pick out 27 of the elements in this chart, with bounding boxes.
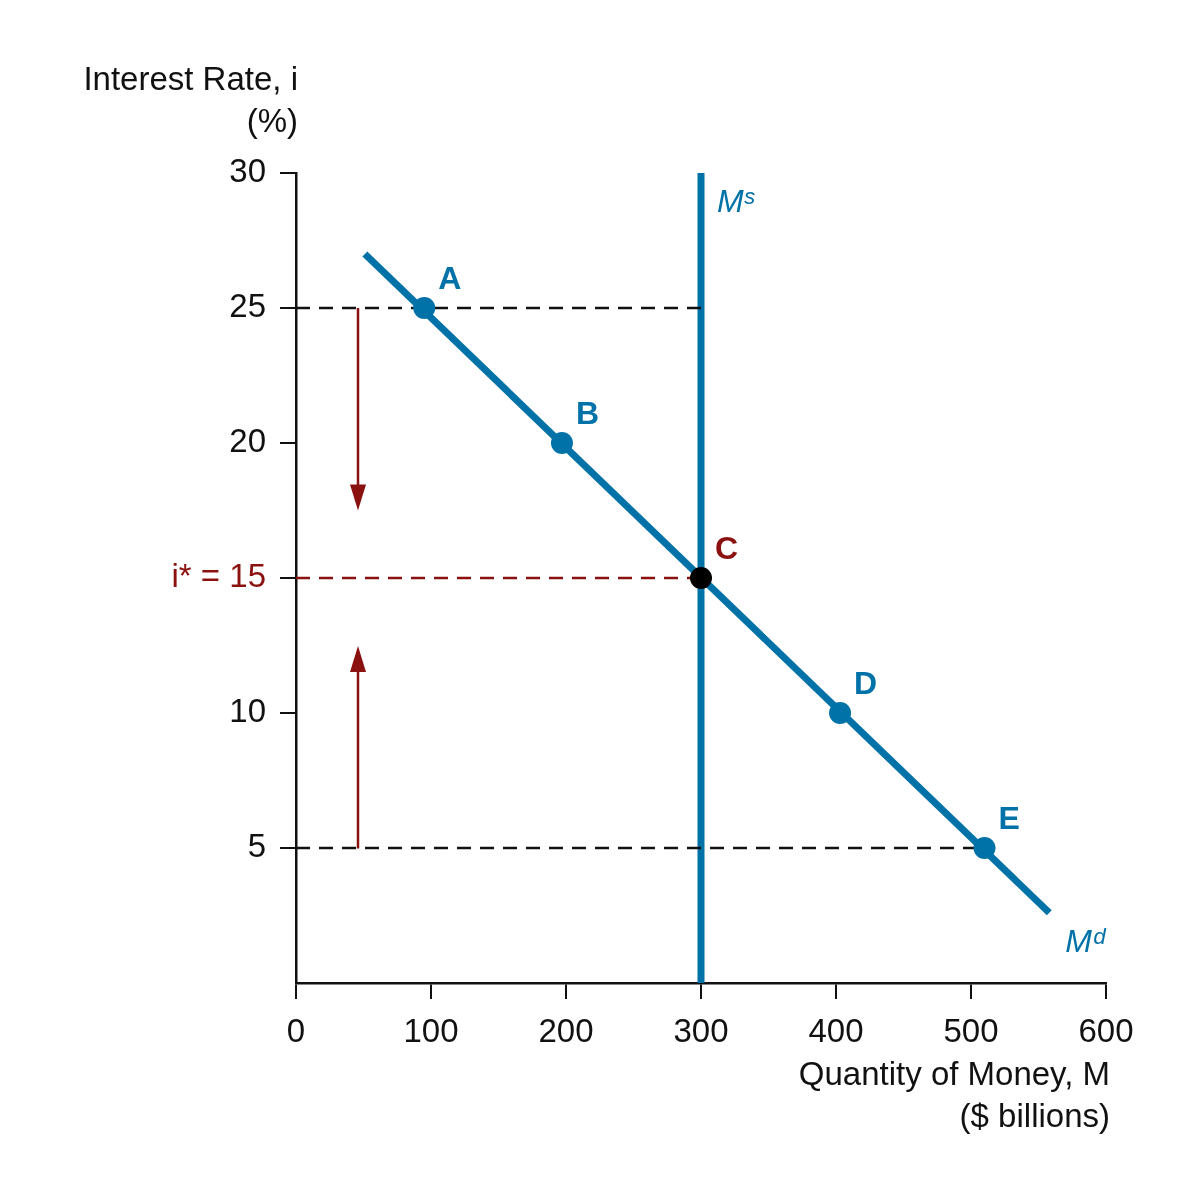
- annotation: B: [575, 394, 600, 431]
- annotation: D: [854, 664, 878, 701]
- x-tick-label: 300: [673, 1011, 729, 1049]
- x-tick-label: 600: [1078, 1011, 1134, 1049]
- y-tick-label: 10: [229, 692, 266, 730]
- x-tick-label: 200: [538, 1011, 594, 1049]
- y-tick-label: 25: [229, 287, 266, 325]
- point: [550, 432, 573, 454]
- y-axis-title: Interest Rate, i (%): [82, 59, 298, 141]
- x-tick-label: 400: [808, 1011, 864, 1049]
- y-tick-label: 20: [229, 422, 266, 460]
- point: [690, 567, 712, 589]
- y-tick-label: 5: [247, 827, 266, 865]
- point: [829, 702, 852, 724]
- x-tick-label: 500: [943, 1011, 999, 1049]
- x-tick-label: 0: [286, 1011, 306, 1049]
- annotation: C: [715, 529, 739, 566]
- point: [973, 837, 996, 859]
- x-tick-label: 100: [403, 1011, 459, 1049]
- y-tick-label: i* = 15: [171, 557, 266, 595]
- series-label: Mᵈ: [1065, 922, 1107, 959]
- annotation: A: [438, 259, 462, 296]
- annotation: E: [998, 799, 1020, 836]
- series-label: Mˢ: [717, 182, 755, 219]
- point: [413, 297, 436, 319]
- y-tick-label: 30: [229, 152, 266, 190]
- x-axis-title: Quantity of Money, M ($ billions): [798, 1054, 1110, 1136]
